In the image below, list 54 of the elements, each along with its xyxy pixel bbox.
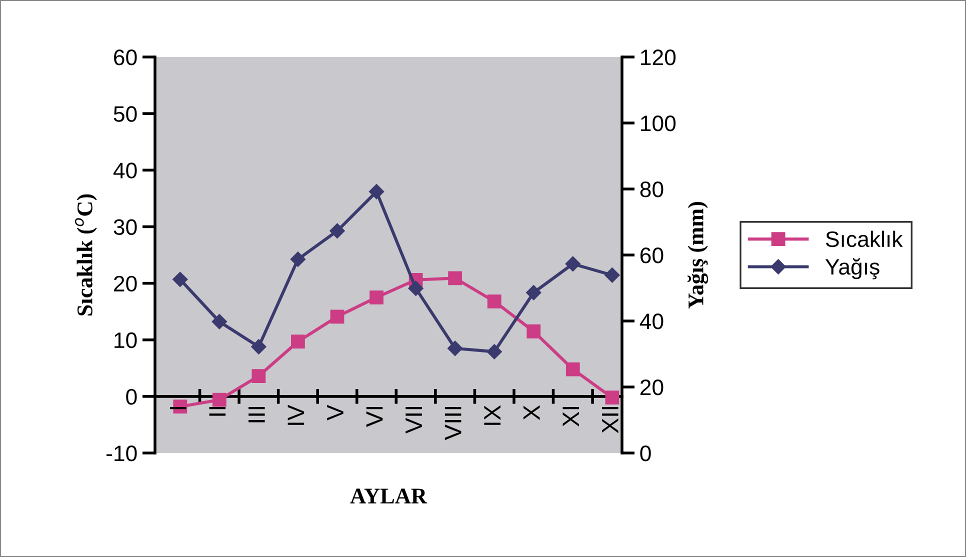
legend-label: Sıcaklık (826, 230, 903, 248)
x-tick-label: X (523, 405, 540, 420)
x-tick-label: II (209, 406, 226, 416)
y-tick-label: 40 (113, 162, 137, 178)
point (330, 223, 345, 238)
y2-tick-label: 0 (640, 446, 651, 462)
point (448, 340, 463, 356)
x-tick-label: XII (602, 406, 618, 434)
y2-tick-label: 40 (640, 314, 664, 330)
y-tick-label: 10 (114, 332, 137, 348)
y-tick-label: -10 (106, 446, 137, 462)
point (212, 314, 227, 330)
point (290, 252, 306, 267)
point (212, 392, 226, 407)
point (370, 290, 384, 304)
point (330, 310, 344, 324)
point (486, 344, 502, 360)
point (368, 184, 384, 200)
y-tick-label: 30 (114, 219, 137, 235)
x-tick-label: VII (406, 406, 422, 434)
point (291, 334, 305, 348)
y-axis-title: Sıcaklık ($^{o}$C) (74, 194, 97, 316)
x-tick-label: IX (484, 405, 500, 425)
point (604, 268, 620, 283)
x-tick-label: IV (288, 404, 304, 425)
y2-tick-label: 100 (641, 116, 676, 132)
y-tick-label: 50 (114, 106, 137, 122)
x-tick-label: VIII (444, 406, 462, 440)
y-tick-label: 60 (114, 50, 137, 66)
y2-tick-label: 20 (640, 380, 664, 396)
x-axis-title: AYLAR (350, 488, 428, 504)
y2-axis-title: Yağış (mm) (688, 202, 708, 309)
point (605, 390, 620, 405)
point (448, 271, 462, 286)
point (408, 280, 424, 296)
point (526, 324, 541, 338)
y-tick-label: 0 (126, 388, 137, 405)
y2-tick-label: 80 (640, 182, 664, 198)
point (565, 256, 580, 272)
point (172, 272, 188, 287)
point (566, 362, 580, 376)
y-tick-label: 20 (114, 276, 137, 292)
y2-tick-label: 60 (640, 248, 664, 264)
point (526, 285, 542, 300)
x-tick-label: VI (366, 406, 383, 427)
point (251, 339, 266, 354)
x-tick-label: V (327, 404, 344, 420)
x-tick-label: XI (562, 406, 580, 427)
y2-tick-label: 120 (641, 50, 676, 66)
point (487, 294, 502, 308)
x-tick-label: I (170, 406, 186, 410)
point (252, 369, 266, 384)
x-tick-label: III (248, 406, 265, 422)
legend-label: Yağış (825, 258, 880, 280)
